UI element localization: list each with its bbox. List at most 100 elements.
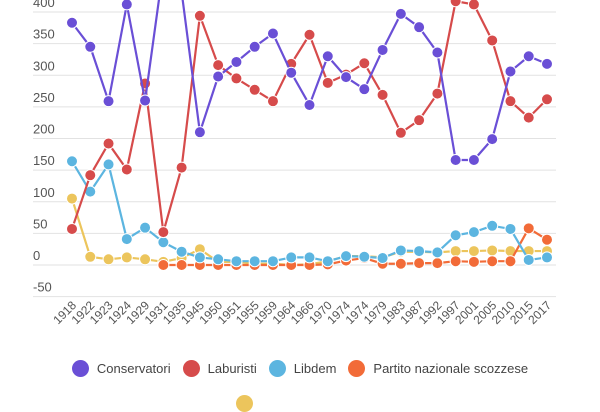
data-point[interactable] <box>212 253 225 266</box>
data-point[interactable] <box>413 114 426 127</box>
data-point[interactable] <box>431 46 444 59</box>
data-point[interactable] <box>486 34 499 47</box>
data-point[interactable] <box>139 253 152 266</box>
data-point[interactable] <box>431 87 444 100</box>
data-point[interactable] <box>413 245 426 258</box>
data-point[interactable] <box>522 111 535 124</box>
data-point[interactable] <box>376 252 389 265</box>
data-point[interactable] <box>504 222 517 235</box>
data-point[interactable] <box>340 71 353 84</box>
data-point[interactable] <box>358 83 371 96</box>
data-point[interactable] <box>303 28 316 41</box>
data-point[interactable] <box>394 244 407 257</box>
data-point[interactable] <box>486 255 499 268</box>
data-point[interactable] <box>84 250 97 263</box>
data-point[interactable] <box>376 88 389 101</box>
data-point[interactable] <box>413 257 426 270</box>
data-point[interactable] <box>413 21 426 34</box>
data-point[interactable] <box>248 40 261 53</box>
data-point[interactable] <box>66 155 78 168</box>
data-point[interactable] <box>449 229 462 242</box>
data-point[interactable] <box>139 221 152 234</box>
data-point[interactable] <box>139 94 152 107</box>
data-point[interactable] <box>66 192 78 205</box>
data-point[interactable] <box>303 251 316 264</box>
data-point[interactable] <box>449 154 462 167</box>
data-point[interactable] <box>120 233 133 246</box>
data-point[interactable] <box>541 93 553 106</box>
data-point[interactable] <box>102 95 115 108</box>
data-point[interactable] <box>431 246 444 259</box>
data-point[interactable] <box>120 251 133 264</box>
data-point[interactable] <box>193 126 206 139</box>
data-point[interactable] <box>467 226 480 239</box>
data-point[interactable] <box>522 222 535 235</box>
data-point[interactable] <box>340 250 353 263</box>
data-point[interactable] <box>266 95 279 108</box>
data-point[interactable] <box>467 154 480 167</box>
data-point[interactable] <box>486 219 499 232</box>
data-point[interactable] <box>504 65 517 78</box>
data-point[interactable] <box>504 255 517 268</box>
data-point[interactable] <box>230 72 243 85</box>
data-point[interactable] <box>376 43 389 56</box>
data-point[interactable] <box>449 0 462 8</box>
data-point[interactable] <box>66 222 78 235</box>
data-point[interactable] <box>394 126 407 139</box>
data-point[interactable] <box>266 27 279 40</box>
data-point[interactable] <box>431 257 444 270</box>
data-point[interactable] <box>157 259 170 271</box>
data-point[interactable] <box>486 244 499 257</box>
data-point[interactable] <box>449 255 462 268</box>
data-point[interactable] <box>541 251 553 264</box>
legend-item[interactable]: Conservatori <box>71 360 171 377</box>
legend-item[interactable]: Partito nazionale scozzese <box>348 360 528 377</box>
data-point[interactable] <box>285 251 298 264</box>
data-point[interactable] <box>175 259 188 271</box>
data-point[interactable] <box>102 158 115 171</box>
data-point[interactable] <box>102 253 115 266</box>
data-point[interactable] <box>486 133 499 146</box>
data-point[interactable] <box>467 245 480 258</box>
data-point[interactable] <box>394 257 407 270</box>
data-point[interactable] <box>321 76 334 89</box>
data-point[interactable] <box>449 245 462 258</box>
data-point[interactable] <box>175 161 188 174</box>
data-point[interactable] <box>66 16 78 29</box>
data-point[interactable] <box>212 59 225 72</box>
data-point[interactable] <box>321 50 334 63</box>
data-point[interactable] <box>358 250 371 263</box>
legend-item[interactable]: Libdem <box>268 360 336 377</box>
data-point[interactable] <box>212 70 225 83</box>
data-point[interactable] <box>467 0 480 11</box>
data-point[interactable] <box>541 233 553 246</box>
y-axis-ticks: 400 350 300 250 200 150 100 50 0 -50 <box>33 0 55 295</box>
data-point[interactable] <box>230 255 243 268</box>
data-point[interactable] <box>102 137 115 150</box>
data-point[interactable] <box>84 169 97 182</box>
y-tick-label: 200 <box>33 122 55 137</box>
data-point[interactable] <box>522 50 535 63</box>
data-point[interactable] <box>541 57 553 70</box>
data-point[interactable] <box>358 57 371 70</box>
data-point[interactable] <box>394 7 407 20</box>
data-point[interactable] <box>157 226 170 239</box>
data-point[interactable] <box>321 255 334 268</box>
data-point[interactable] <box>266 255 279 268</box>
data-point[interactable] <box>467 255 480 268</box>
data-point[interactable] <box>230 55 243 68</box>
data-point[interactable] <box>157 236 170 249</box>
data-point[interactable] <box>175 245 188 258</box>
data-point[interactable] <box>84 40 97 53</box>
data-point[interactable] <box>120 163 133 176</box>
data-point[interactable] <box>522 253 535 266</box>
data-point[interactable] <box>248 255 261 268</box>
data-point[interactable] <box>120 0 133 11</box>
data-point[interactable] <box>504 95 517 108</box>
data-point[interactable] <box>248 83 261 96</box>
data-point[interactable] <box>193 251 206 264</box>
data-point[interactable] <box>285 66 298 79</box>
data-point[interactable] <box>303 98 316 111</box>
data-point[interactable] <box>193 9 206 22</box>
legend-item[interactable]: Laburisti <box>182 360 257 377</box>
